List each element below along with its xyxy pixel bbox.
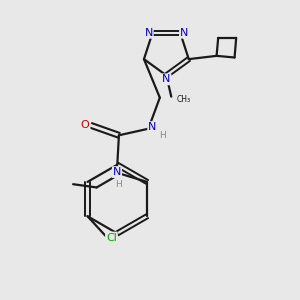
Text: H: H [115, 180, 122, 189]
Text: CH₃: CH₃ [176, 95, 190, 104]
Text: N: N [113, 167, 121, 177]
Text: O: O [81, 121, 90, 130]
Text: N: N [144, 28, 153, 38]
Text: N: N [180, 28, 188, 38]
Text: Cl: Cl [106, 232, 117, 242]
Text: N: N [162, 74, 170, 84]
Text: H: H [159, 131, 166, 140]
Text: N: N [148, 122, 157, 132]
